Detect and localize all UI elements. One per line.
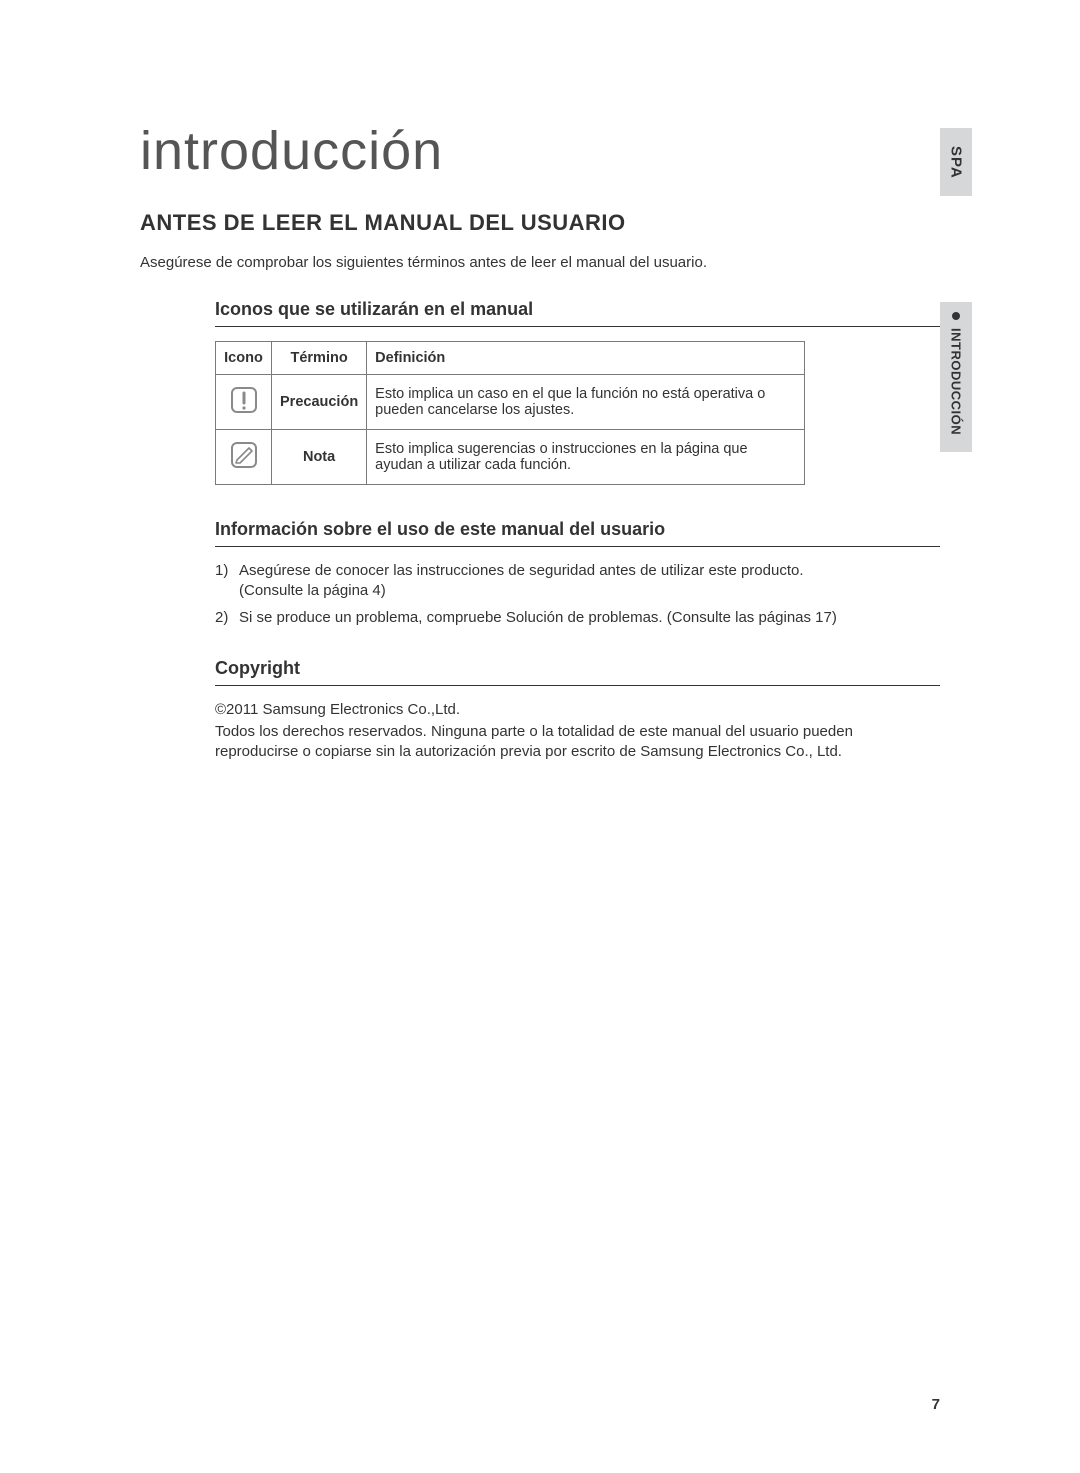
cell-term-note: Nota [272, 430, 367, 485]
list-item-text: Si se produce un problema, compruebe Sol… [239, 609, 837, 626]
list-item-number: 2) [215, 608, 239, 628]
list-item-number: 1) [215, 561, 239, 581]
note-icon [229, 440, 259, 474]
section-heading: ANTES DE LEER EL MANUAL DEL USUARIO [140, 210, 940, 236]
table-header-icono: Icono [216, 342, 272, 375]
table-row: Precaución Esto implica un caso en el qu… [216, 375, 805, 430]
cell-def-note: Esto implica sugerencias o instrucciones… [367, 430, 805, 485]
list-item-text: Asegúrese de conocer las instrucciones d… [239, 562, 804, 579]
table-header-definicion: Definición [367, 342, 805, 375]
list-item: 1)Asegúrese de conocer las instrucciones… [215, 561, 920, 602]
subsection-heading-copyright: Copyright [215, 658, 940, 686]
cell-term-caution: Precaución [272, 375, 367, 430]
copyright-body: ©2011 Samsung Electronics Co.,Ltd. Todos… [215, 700, 940, 763]
page-number: 7 [932, 1396, 940, 1413]
subsection-heading-icons: Iconos que se utilizarán en el manual [215, 299, 940, 327]
table-row: Nota Esto implica sugerencias o instrucc… [216, 430, 805, 485]
cell-def-caution: Esto implica un caso en el que la funció… [367, 375, 805, 430]
list-item-subtext: (Consulte la página 4) [239, 581, 920, 601]
table-header-row: Icono Término Definición [216, 342, 805, 375]
section-intro: Asegúrese de comprobar los siguientes té… [140, 254, 940, 271]
copyright-line1: ©2011 Samsung Electronics Co.,Ltd. [215, 700, 940, 720]
caution-icon [229, 385, 259, 419]
icons-table: Icono Término Definición Precaución [215, 341, 805, 485]
info-list: 1)Asegúrese de conocer las instrucciones… [215, 561, 940, 628]
subsection-heading-info: Información sobre el uso de este manual … [215, 519, 940, 547]
cell-icon-caution [216, 375, 272, 430]
page-content: introducción ANTES DE LEER EL MANUAL DEL… [0, 0, 1080, 825]
list-item: 2)Si se produce un problema, compruebe S… [215, 608, 920, 628]
table-header-termino: Término [272, 342, 367, 375]
page-title: introducción [140, 120, 940, 182]
cell-icon-note [216, 430, 272, 485]
copyright-line2: Todos los derechos reservados. Ninguna p… [215, 722, 940, 763]
